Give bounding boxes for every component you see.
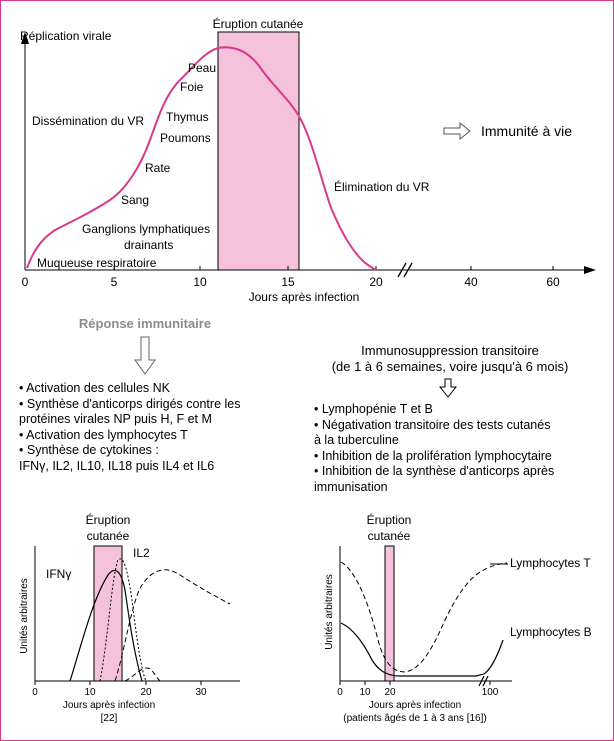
stage-label: Sang	[121, 193, 149, 207]
note-label: (patients âgés de 1 à 3 ans [16])	[343, 713, 486, 724]
elimination-label: Élimination du VR	[334, 179, 430, 194]
stage-label: Rate	[145, 161, 171, 175]
lymphocytes-b-curve	[340, 622, 504, 677]
series-label: IL2	[133, 546, 150, 560]
x-axis-label: Jours après infection	[249, 290, 360, 304]
stage-label: Foie	[180, 80, 204, 94]
x-ticks	[339, 681, 491, 685]
y-axis-arrow	[21, 32, 29, 44]
rash-band	[217, 31, 300, 271]
x-axis-label: Jours après infection	[369, 700, 461, 711]
immunosuppression-title-line: Immunosuppression transitoire	[361, 343, 539, 358]
rash-band	[384, 545, 395, 682]
rash-label: cutanée	[368, 529, 411, 543]
x-axis-label: Jours après infection	[63, 700, 155, 711]
cytokine-chart: Éruption cutanée Unités arbitraires 0 10…	[19, 512, 240, 724]
dissemination-label: Dissémination du VR	[32, 114, 144, 128]
rash-band	[93, 545, 123, 682]
stage-label: Ganglions lymphatiques	[82, 222, 210, 236]
stage-label: Muqueuse respiratoire	[37, 256, 157, 270]
x-ticks	[34, 681, 202, 685]
list-item: Synthèse d'anticorps dirigés contre les	[19, 397, 241, 413]
tick-label: 10	[359, 687, 371, 698]
immune-response-list: Activation des cellules NK Synthèse d'an…	[19, 381, 240, 475]
axis-break	[478, 675, 489, 687]
rash-label: cutanée	[87, 529, 130, 543]
list-item: Activation des cellules NK	[19, 381, 240, 397]
lymphocytes-t-curve	[340, 561, 508, 673]
tick-label: 30	[195, 687, 207, 698]
y-axis-label: Unités arbitraires	[324, 574, 335, 650]
tick-label: 20	[140, 687, 152, 698]
x-ticks	[113, 266, 554, 270]
tick-label: 0	[337, 687, 343, 698]
hollow-arrow-down-icon	[438, 378, 458, 398]
il10-curve	[114, 569, 231, 682]
immunosuppression-title: Immunosuppression transitoire (de 1 à 6 …	[300, 343, 600, 375]
list-item: Lymphopénie T et B	[314, 402, 554, 418]
y-axis-label: Réplication virale	[20, 29, 112, 43]
hollow-arrow-right-icon	[443, 121, 471, 141]
rash-label: Éruption	[367, 512, 412, 527]
axis-break	[397, 262, 413, 278]
stage-label: Peau	[188, 61, 216, 75]
tick-label: 20	[384, 687, 396, 698]
tick-label: 100	[482, 687, 499, 698]
immunity-label: Immunité à vie	[481, 123, 572, 139]
list-item: Inhibition de la prolifération lymphocyt…	[314, 449, 554, 465]
tick-label: 10	[193, 275, 207, 289]
x-axis-arrow	[584, 266, 596, 274]
list-item: protéines virales NP puis H, F et M	[19, 412, 212, 427]
immunosuppression-list: Lymphopénie T et B Négativation transito…	[314, 402, 554, 496]
list-item: à la tuberculine	[314, 433, 399, 448]
immunosuppression-title-line: (de 1 à 6 semaines, voire jusqu'à 6 mois…	[331, 359, 569, 374]
series-label: Lymphocytes B	[510, 625, 592, 639]
tick-label: 15	[281, 275, 295, 289]
stage-label: Thymus	[166, 110, 209, 124]
series-label: IFNγ	[46, 567, 71, 581]
list-item: Synthèse de cytokines :	[19, 443, 240, 459]
rash-label: Éruption cutanée	[213, 16, 304, 31]
stage-label: drainants	[124, 238, 173, 252]
stage-label: Poumons	[160, 131, 211, 145]
il2-curve	[99, 558, 147, 682]
y-axis-label: Unités arbitraires	[19, 578, 30, 654]
tick-label: 10	[84, 687, 96, 698]
lymphocyte-chart: Éruption cutanée Unités arbitraires 0 10…	[324, 512, 592, 724]
tick-label: 5	[111, 275, 118, 289]
hollow-arrow-down-icon	[134, 336, 156, 375]
tick-label: 0	[32, 687, 38, 698]
list-item: Activation des lymphocytes T	[19, 428, 240, 444]
list-item: Inhibition de la synthèse d'anticorps ap…	[314, 464, 554, 480]
immune-response-title: Réponse immunitaire	[79, 316, 211, 331]
list-item: IFNγ, IL2, IL10, IL18 puis IL4 et IL6	[19, 458, 215, 473]
tick-label: 60	[546, 275, 560, 289]
tick-label: 0	[22, 275, 29, 289]
main-chart: Éruption cutanée Réplication virale 0 5 …	[20, 16, 596, 304]
viral-replication-curve	[26, 46, 377, 271]
list-item: immunisation	[314, 479, 388, 494]
rash-label: Éruption	[86, 512, 131, 527]
reference-label: [22]	[101, 713, 118, 724]
tick-label: 20	[369, 275, 383, 289]
series-label: Lymphocytes T	[510, 556, 591, 570]
cytokine-late-curve	[124, 667, 161, 682]
list-item: Négativation transitoire des tests cutan…	[314, 418, 554, 434]
tick-label: 40	[464, 275, 478, 289]
ifn-gamma-curve	[69, 569, 143, 682]
